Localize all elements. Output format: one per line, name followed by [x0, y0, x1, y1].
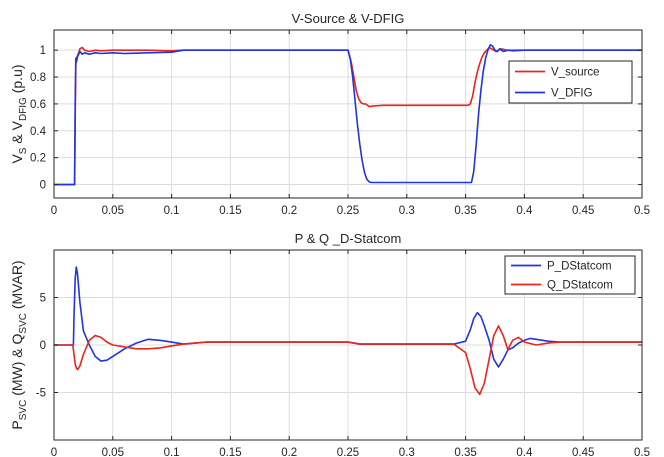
y-axis-label-subscript: S — [18, 147, 29, 154]
y-tick-label: 0.8 — [30, 72, 46, 84]
y-axis-label-subscript: DFIG — [18, 97, 29, 121]
x-tick-label: 0.5 — [634, 205, 650, 217]
legend: P_DStatcom Q_DStatcom — [504, 255, 636, 295]
x-tick-label: 0.25 — [337, 205, 359, 217]
series-group — [54, 43, 642, 186]
legend: V_source V_DFIG — [508, 60, 633, 104]
x-tick-label: 0.15 — [219, 205, 241, 217]
x-tick-label: 0.1 — [164, 447, 180, 457]
series-line-q-dstatcom — [54, 325, 642, 396]
x-tick-label: 0.1 — [164, 205, 180, 217]
legend-label: V_source — [551, 67, 600, 79]
x-tick-label: 0.4 — [516, 447, 533, 457]
x-tick-label: 0.35 — [454, 205, 476, 217]
legend-box — [504, 255, 636, 295]
legend-box — [508, 60, 633, 104]
y-tick-label: 1 — [40, 45, 46, 57]
x-tick-label: 0 — [51, 447, 57, 457]
x-tick-label: 0.5 — [634, 447, 650, 457]
y-tick-label: 0 — [40, 340, 46, 352]
x-tick-label: 0.45 — [572, 447, 594, 457]
y-tick-label: 0 — [40, 180, 46, 192]
x-tick-label: 0.3 — [399, 447, 415, 457]
y-axis-label-part: (MVAR) — [9, 260, 25, 313]
chart-2: 0 0.05 0.1 0.15 0.2 0.25 0.3 0.35 0.4 0.45 0.5 -5 0 5… — [9, 231, 650, 457]
legend-label: Q_DStatcom — [547, 280, 613, 292]
x-tick-label: 0 — [51, 205, 57, 217]
y-tick-label: 5 — [40, 293, 46, 305]
chart-1: 0 0.05 0.1 0.15 0.2 0.25 0.3 0.35 0.4 0.45 0.5 0 0.2… — [9, 11, 650, 217]
series-group — [54, 266, 642, 396]
series-line-v-source — [54, 46, 642, 186]
y-axis-label-part: P — [9, 420, 25, 429]
y-axis-label-subscript: SVC — [18, 400, 29, 421]
y-axis-label-part: V — [9, 154, 25, 164]
legend-label: P_DStatcom — [547, 261, 612, 273]
x-tick-label: 0.25 — [337, 447, 359, 457]
y-axis-label-part: & V — [9, 120, 25, 147]
y-axis-label-part: (MW) & Q — [9, 333, 25, 399]
series-line-v-dfig — [54, 43, 642, 186]
y-axis-label-part: (p.u) — [9, 64, 25, 97]
x-tick-label: 0.2 — [281, 447, 297, 457]
x-tick-label: 0.05 — [102, 205, 124, 217]
x-tick-label: 0.35 — [454, 447, 476, 457]
x-tick-label: 0.4 — [516, 205, 533, 217]
x-tick-label: 0.2 — [281, 205, 297, 217]
chart-title: V-Source & V-DFIG — [292, 11, 405, 26]
y-axis-label-subscript: SVC — [18, 313, 29, 334]
y-tick-label: -5 — [36, 388, 46, 400]
y-tick-label: 0.6 — [30, 99, 46, 111]
y-tick-label: 0.4 — [30, 126, 47, 138]
x-tick-label: 0.15 — [219, 447, 241, 457]
y-axis-label: VS & VDFIG (p.u) — [9, 64, 29, 163]
chart-title: P & Q _D-Statcom — [295, 231, 402, 246]
y-tick-label: 0.2 — [30, 153, 46, 165]
x-tick-label: 0.05 — [102, 447, 124, 457]
y-axis-label: PSVC (MW) & QSVC (MVAR) — [9, 260, 29, 429]
legend-label: V_DFIG — [551, 88, 593, 100]
x-tick-label: 0.45 — [572, 205, 594, 217]
x-tick-label: 0.3 — [399, 205, 415, 217]
